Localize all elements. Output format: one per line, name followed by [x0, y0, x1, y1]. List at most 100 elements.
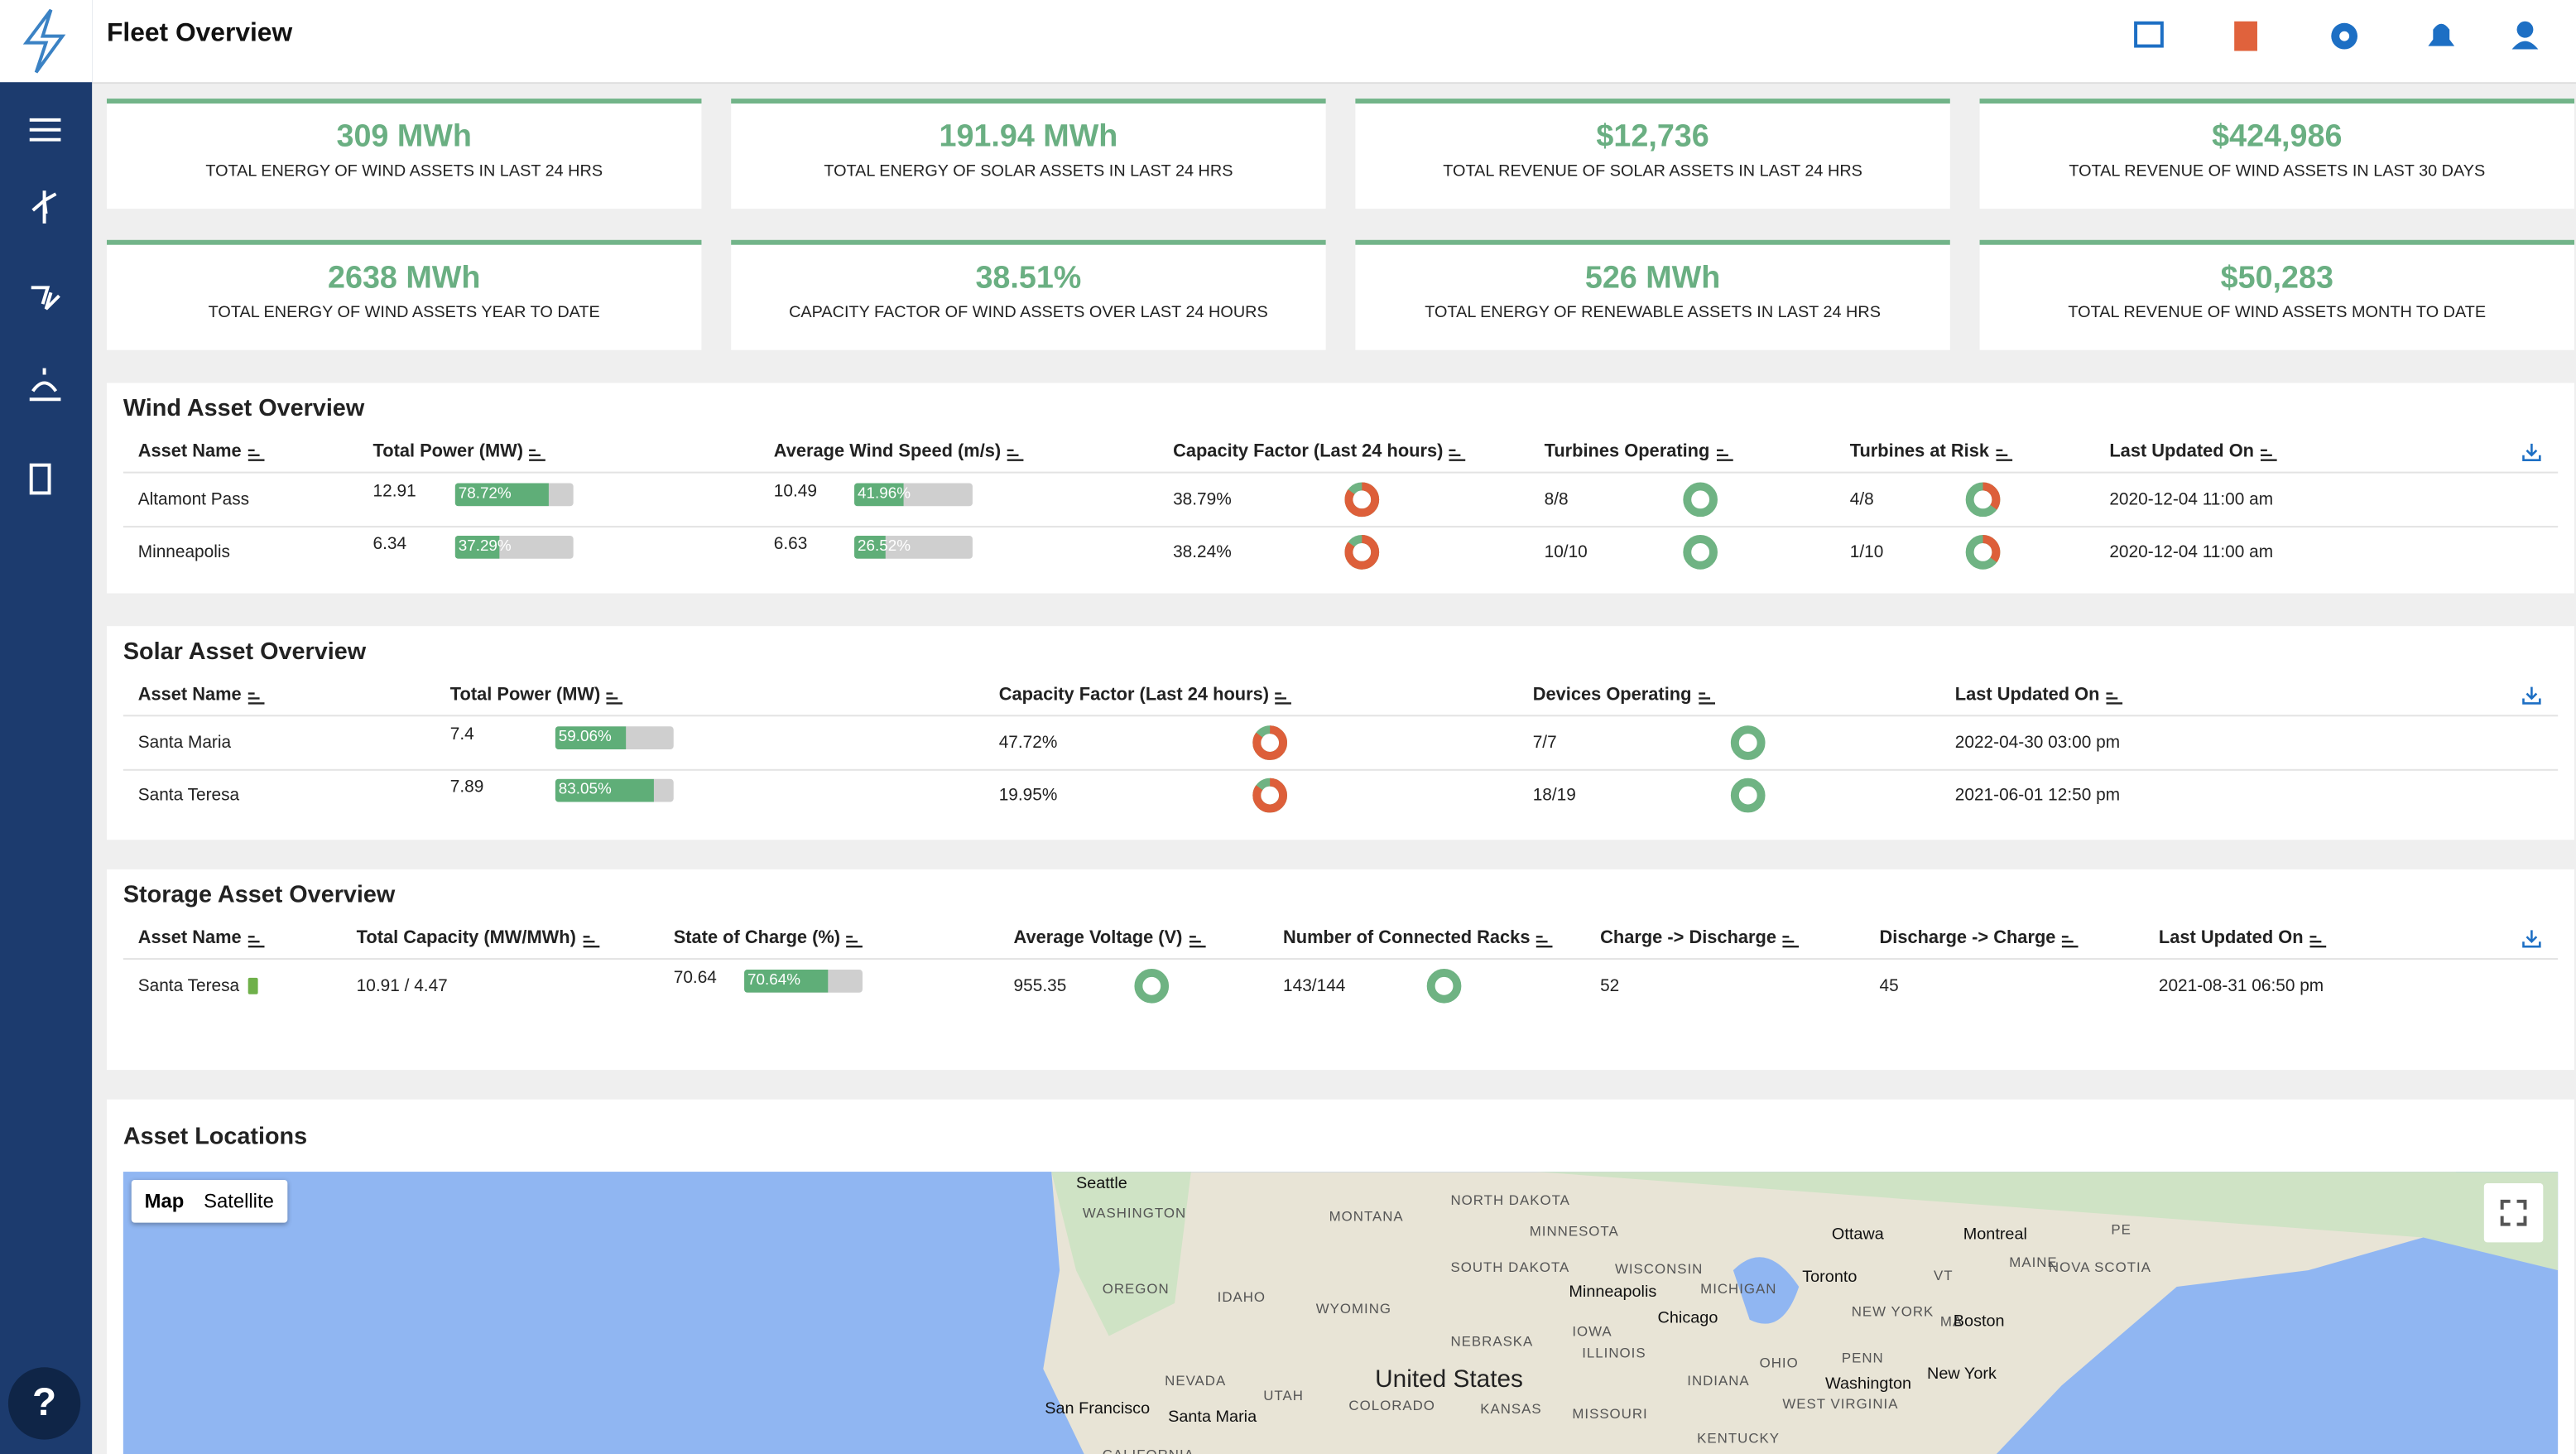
download-icon[interactable] — [2521, 442, 2541, 462]
sort-icon[interactable] — [847, 935, 863, 948]
map-label: PE — [2111, 1220, 2131, 1238]
nav-storage[interactable] — [29, 463, 51, 495]
column-header[interactable]: Capacity Factor (Last 24 hours) — [998, 685, 1270, 705]
map-label: KANSAS — [1480, 1399, 1542, 1417]
progress-label: 70.64% — [747, 970, 801, 989]
column-header[interactable]: Discharge -> Charge — [1879, 928, 2056, 949]
column-header[interactable]: Last Updated On — [1954, 685, 2100, 705]
cell: 7.4 — [449, 725, 474, 745]
sort-icon[interactable] — [1449, 449, 1467, 462]
sort-icon[interactable] — [248, 449, 265, 462]
cell: 2020-12-04 11:00 am — [2109, 542, 2274, 562]
column-header[interactable]: Total Power (MW) — [372, 441, 524, 462]
cell: 1/10 — [1849, 542, 1884, 562]
status-ring — [1252, 725, 1288, 760]
sort-icon[interactable] — [2309, 935, 2327, 948]
column-header[interactable]: Number of Connected Racks — [1283, 928, 1531, 949]
table-title: Wind Asset Overview — [123, 396, 365, 423]
sort-icon[interactable] — [2062, 935, 2079, 948]
sort-icon[interactable] — [248, 692, 265, 705]
cell: 7/7 — [1532, 733, 1557, 753]
download-icon[interactable] — [2521, 686, 2541, 705]
nav-wind[interactable] — [31, 190, 57, 224]
nav-hydro[interactable] — [29, 368, 61, 402]
progress-bar: 41.96% — [854, 483, 973, 507]
map-land — [1043, 1172, 2559, 1454]
header-separator — [123, 958, 2559, 961]
kpi-value: 191.94 MWh — [939, 119, 1118, 155]
column-header[interactable]: Turbines at Risk — [1849, 441, 1989, 462]
sort-icon[interactable] — [248, 935, 265, 948]
sort-icon[interactable] — [1782, 935, 1800, 948]
progress-fill — [854, 536, 886, 559]
column-header[interactable]: Asset Name — [137, 928, 242, 949]
map-label: OHIO — [1759, 1354, 1799, 1371]
map-label: Chicago — [1657, 1309, 1718, 1328]
column-header[interactable]: State of Charge (%) — [673, 928, 841, 949]
toolbar-icons — [2134, 21, 2539, 51]
column-header[interactable]: Total Capacity (MW/MWh) — [356, 928, 576, 949]
sort-icon[interactable] — [2106, 692, 2123, 705]
column-header[interactable]: Average Voltage (V) — [1013, 928, 1183, 949]
column-header[interactable]: Last Updated On — [2158, 928, 2304, 949]
sort-icon[interactable] — [582, 935, 599, 948]
sort-icon[interactable] — [1698, 692, 1715, 705]
sort-icon[interactable] — [607, 692, 624, 705]
map-tab[interactable]: Satellite — [204, 1189, 274, 1213]
map-label: OREGON — [1102, 1280, 1170, 1297]
map[interactable]: Map Satellite Seattle WASHINGTON MONTANA NO… — [123, 1172, 2559, 1454]
map-label: MONTANA — [1329, 1207, 1404, 1225]
map-tab[interactable]: Map — [144, 1189, 185, 1213]
cell: 143/144 — [1283, 975, 1346, 996]
column-header[interactable]: Total Power (MW) — [449, 685, 601, 705]
download-icon[interactable] — [2521, 928, 2541, 948]
help-button[interactable]: ? — [7, 1367, 81, 1440]
sort-icon[interactable] — [2260, 449, 2277, 462]
icon-bell[interactable] — [2428, 23, 2455, 46]
column-header[interactable]: Average Wind Speed (m/s) — [773, 441, 1002, 462]
progress-fill — [854, 483, 904, 507]
map-label: VT — [1933, 1267, 1954, 1284]
column-header[interactable]: Asset Name — [137, 685, 242, 705]
cell: 2021-06-01 12:50 pm — [1954, 785, 2121, 806]
sort-icon[interactable] — [1995, 449, 2012, 462]
sort-icon[interactable] — [1007, 449, 1024, 462]
status-ring — [1965, 482, 2001, 518]
column-header[interactable]: Last Updated On — [2109, 441, 2255, 462]
logo-box — [0, 0, 93, 83]
map-label: San Francisco — [1045, 1399, 1151, 1418]
status-ring — [1344, 535, 1380, 570]
icon-report[interactable] — [2234, 21, 2257, 51]
column-header[interactable]: Devices Operating — [1532, 685, 1692, 705]
table-card: Storage Asset Overview Asset Name Total Ca… — [107, 869, 2575, 1071]
progress-fill — [454, 483, 549, 507]
column-header[interactable]: Capacity Factor (Last 24 hours) — [1173, 441, 1444, 462]
sort-icon[interactable] — [1275, 692, 1292, 705]
kpi-card: 191.94 MWh TOTAL ENERGY OF SOLAR ASSETS I… — [731, 99, 1326, 209]
cell: Altamont Pass — [137, 489, 250, 510]
sort-icon[interactable] — [1189, 935, 1206, 948]
cell: 2022-04-30 03:00 pm — [1954, 733, 2121, 753]
column-header[interactable]: Charge -> Discharge — [1600, 928, 1777, 949]
sort-icon[interactable] — [529, 449, 546, 462]
fullscreen-button[interactable] — [2483, 1182, 2544, 1243]
kpi-card: 309 MWh TOTAL ENERGY OF WIND ASSETS IN LA… — [107, 99, 702, 209]
battery-icon — [248, 977, 258, 994]
sort-icon[interactable] — [1716, 449, 1733, 462]
cell: 4/8 — [1849, 489, 1874, 510]
icon-user[interactable] — [2516, 21, 2534, 38]
map-label: Boston — [1953, 1312, 2005, 1331]
nav-solar[interactable] — [31, 286, 60, 311]
table-title: Solar Asset Overview — [123, 639, 367, 666]
cell: Santa Teresa — [137, 975, 240, 996]
map-title: Asset Locations — [123, 1124, 308, 1151]
nav-menu[interactable] — [29, 118, 61, 142]
cell: 47.72% — [998, 733, 1058, 753]
map-label: SOUTH DAKOTA — [1450, 1259, 1570, 1276]
column-header[interactable]: Turbines Operating — [1544, 441, 1710, 462]
map-label: New York — [1927, 1365, 1997, 1384]
column-header[interactable]: Asset Name — [137, 441, 242, 462]
icon-edit[interactable] — [2134, 21, 2164, 48]
sort-icon[interactable] — [1536, 935, 1554, 948]
kpi-value: 2638 MWh — [328, 261, 481, 296]
